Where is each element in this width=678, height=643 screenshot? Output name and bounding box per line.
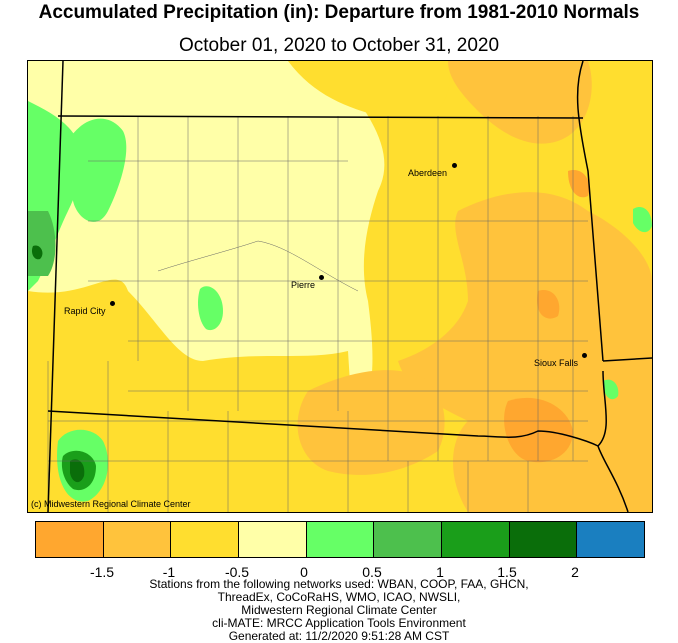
legend-tick: 2 [571, 564, 579, 580]
legend-tick: 0 [300, 564, 308, 580]
legend-swatch [509, 522, 578, 557]
legend-swatch [239, 522, 307, 557]
legend-swatch [374, 522, 443, 557]
city-dot-aberdeen [452, 163, 457, 168]
map-canvas [28, 61, 652, 512]
legend-tick: -1.5 [89, 564, 115, 580]
footer-line: ThreadEx, CoCoRaHS, WMO, ICAO, NWSLI, [217, 590, 461, 604]
color-legend [35, 521, 645, 558]
footer-line: Midwestern Regional Climate Center [241, 603, 437, 617]
legend-swatch [577, 522, 645, 557]
legend-tick: 1 [436, 564, 444, 580]
legend-swatch [103, 522, 172, 557]
footer-line: cli-MATE: MRCC Application Tools Environ… [212, 616, 466, 630]
precipitation-map: Aberdeen Pierre Rapid City Sioux Falls (… [27, 60, 653, 513]
footer-line: Stations from the following networks use… [149, 577, 529, 591]
map-title: Accumulated Precipitation (in): Departur… [38, 2, 640, 23]
legend-tick: -1 [162, 564, 176, 580]
city-dot-pierre [319, 275, 324, 280]
map-credit: (c) Midwestern Regional Climate Center [31, 499, 191, 509]
legend-swatch [442, 522, 510, 557]
footer-notes: Stations from the following networks use… [0, 578, 678, 643]
city-dot-rapid-city [110, 301, 115, 306]
city-dot-sioux-falls [582, 353, 587, 358]
legend-tick: -0.5 [224, 564, 250, 580]
city-label-aberdeen: Aberdeen [408, 168, 448, 178]
footer-line: Generated at: 11/2/2020 9:51:28 AM CST [228, 629, 450, 643]
legend-swatch [171, 522, 240, 557]
city-label-pierre: Pierre [291, 280, 316, 290]
map-subtitle: October 01, 2020 to October 31, 2020 [178, 35, 500, 56]
legend-tick: 0.5 [362, 564, 382, 580]
legend-swatch [306, 522, 375, 557]
legend-swatch [36, 522, 104, 557]
city-label-rapid-city: Rapid City [64, 306, 106, 316]
city-label-sioux-falls: Sioux Falls [534, 358, 579, 368]
legend-tick: 1.5 [497, 564, 517, 580]
